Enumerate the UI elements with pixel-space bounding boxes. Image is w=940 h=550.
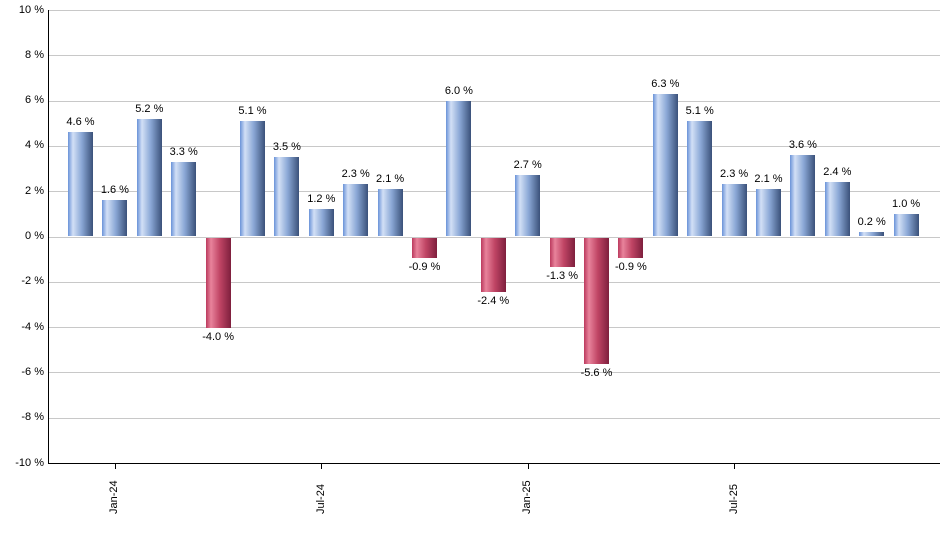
bar-positive <box>721 184 747 237</box>
bar-positive <box>824 182 850 237</box>
bar-value-label: 2.7 % <box>513 159 542 172</box>
bar-positive <box>343 184 369 237</box>
bar-positive <box>893 213 919 237</box>
x-axis-label: Jul-25 <box>727 484 740 514</box>
x-axis-label: Jul-24 <box>314 484 327 514</box>
y-axis-label: -8 % <box>21 411 44 424</box>
bar-positive <box>756 188 781 237</box>
bar-value-label: 5.2 % <box>135 102 164 115</box>
y-axis-label: -4 % <box>21 320 44 333</box>
x-axis-tick <box>527 464 529 469</box>
bar-value-label: -2.4 % <box>477 294 510 307</box>
bar-value-label: -0.9 % <box>408 260 441 273</box>
bar-value-label: -0.9 % <box>614 260 647 273</box>
y-axis-label: 10 % <box>18 3 44 16</box>
bar-value-label: -4.0 % <box>202 331 234 344</box>
bar-positive <box>515 175 541 237</box>
bar-negative <box>205 237 231 329</box>
bar-positive <box>102 200 128 237</box>
bar-positive <box>68 132 93 237</box>
bar-positive <box>136 118 162 237</box>
bar-value-label: 2.4 % <box>823 166 852 179</box>
bar-negative <box>480 237 506 292</box>
gridline <box>48 55 940 57</box>
bar-value-label: 1.0 % <box>892 197 921 210</box>
gridline <box>48 100 940 102</box>
y-axis-label: -6 % <box>21 365 44 378</box>
bar-positive <box>687 120 713 237</box>
y-axis-label: -10 % <box>15 456 44 469</box>
bar-positive <box>790 154 816 237</box>
bar-value-label: 2.3 % <box>720 168 749 181</box>
gridline <box>48 236 940 238</box>
x-axis-label: Jan-24 <box>108 480 121 514</box>
bar-value-label: 6.3 % <box>651 77 680 90</box>
x-axis-tick <box>114 464 116 469</box>
x-axis-tick <box>321 464 323 469</box>
gridline <box>48 417 940 419</box>
bar-value-label: 3.5 % <box>272 141 301 154</box>
bar-value-label: 2.1 % <box>376 172 405 185</box>
bar-value-label: 1.2 % <box>307 193 336 206</box>
y-axis-label: 8 % <box>25 48 44 61</box>
bar-negative <box>584 237 609 365</box>
x-axis-tick <box>734 464 736 469</box>
gridline <box>48 10 940 11</box>
bar-value-label: -1.3 % <box>546 269 578 282</box>
bar-positive <box>859 231 885 237</box>
bar-negative <box>412 237 437 258</box>
y-axis-line <box>48 10 49 464</box>
y-axis-label: 6 % <box>25 94 44 107</box>
bar-value-label: -5.6 % <box>580 367 613 380</box>
bar-positive <box>274 157 300 237</box>
bar-value-label: 5.1 % <box>238 104 267 117</box>
bar-negative <box>618 237 644 258</box>
bar-positive <box>377 188 403 237</box>
bar-positive <box>446 100 472 237</box>
bar-value-label: 2.1 % <box>754 172 783 185</box>
gridline <box>48 327 940 329</box>
y-axis-label: 4 % <box>25 139 44 152</box>
y-axis-label: -2 % <box>21 275 44 288</box>
x-axis-label: Jan-25 <box>521 480 534 514</box>
x-axis-line <box>48 463 940 464</box>
bar-positive <box>308 209 334 237</box>
y-axis-label: 0 % <box>25 230 44 242</box>
bar-positive <box>652 93 678 237</box>
bar-value-label: 5.1 % <box>685 104 714 117</box>
y-axis-label: 2 % <box>25 184 44 197</box>
bar-value-label: 6.0 % <box>444 84 473 97</box>
bar-value-label: 2.3 % <box>341 168 370 181</box>
bar-positive <box>171 161 197 237</box>
bar-value-label: 4.6 % <box>66 116 95 129</box>
bar-positive <box>240 120 265 237</box>
bar-value-label: 3.3 % <box>169 145 198 158</box>
bar-value-label: 0.2 % <box>857 215 886 228</box>
bar-value-label: 3.6 % <box>788 138 817 151</box>
bar-negative <box>549 237 575 267</box>
gridline <box>48 372 940 374</box>
gridline <box>48 145 940 147</box>
gridline <box>48 191 940 193</box>
bar-value-label: 1.6 % <box>100 184 129 197</box>
